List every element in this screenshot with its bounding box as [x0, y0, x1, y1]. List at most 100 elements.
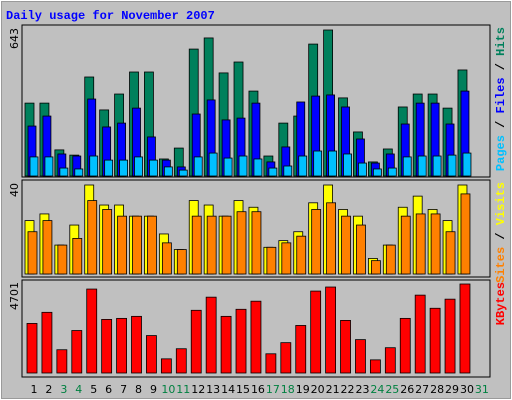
bar: [415, 213, 426, 275]
bar: [462, 152, 472, 177]
x-tick-label: 30: [460, 383, 474, 396]
x-tick-label: 23: [355, 383, 369, 396]
y-max-label: 643: [8, 28, 21, 49]
bar: [253, 158, 263, 177]
bar: [235, 308, 247, 374]
bar: [265, 353, 277, 374]
bar: [41, 311, 53, 374]
bar: [313, 150, 323, 177]
legend-separator: /: [494, 56, 508, 78]
legend-entry: Visits: [494, 182, 508, 225]
bar: [116, 317, 127, 374]
bar: [146, 335, 157, 374]
bar: [221, 215, 232, 275]
bar: [343, 153, 352, 177]
bar: [160, 358, 172, 374]
x-tick-label: 8: [135, 383, 142, 396]
bar: [311, 209, 322, 275]
bar: [161, 242, 172, 275]
x-tick-label: 9: [150, 383, 157, 396]
bar: [283, 165, 293, 177]
bar: [208, 152, 218, 177]
bar: [459, 283, 471, 374]
bar: [372, 168, 382, 177]
bar: [340, 320, 351, 374]
bar: [296, 235, 307, 275]
x-tick-label: 31: [475, 383, 489, 396]
y-max-label: 4701: [8, 282, 21, 310]
bar: [86, 288, 98, 374]
bar: [298, 155, 308, 177]
legend-entry: Files: [494, 77, 508, 113]
bar: [104, 159, 114, 177]
bar: [295, 325, 307, 374]
bar: [29, 156, 39, 177]
bar: [310, 290, 322, 374]
bar: [26, 323, 38, 374]
bar: [399, 317, 411, 374]
bar: [370, 260, 381, 275]
legend-separator: /: [494, 113, 508, 135]
legend-entry: Sites: [494, 247, 508, 283]
x-tick-label: 11: [176, 383, 190, 396]
bar: [206, 215, 217, 275]
x-tick-label: 20: [311, 383, 325, 396]
bar: [74, 168, 84, 177]
bar: [119, 159, 128, 177]
bar: [193, 156, 203, 177]
bar: [205, 296, 217, 374]
bar: [72, 237, 83, 275]
bar: [400, 215, 411, 275]
x-tick-label: 21: [326, 383, 340, 396]
x-tick-label: 27: [415, 383, 429, 396]
x-tick-label: 6: [105, 383, 112, 396]
x-tick-label: 12: [191, 383, 205, 396]
y-max-label: 40: [8, 183, 21, 197]
bar: [447, 154, 457, 177]
x-tick-label: 7: [120, 383, 127, 396]
bar: [191, 215, 202, 275]
bar: [102, 209, 113, 275]
x-tick-label: 13: [206, 383, 220, 396]
bar: [42, 220, 53, 275]
bar: [281, 242, 292, 275]
bar: [384, 347, 396, 374]
bar: [387, 167, 397, 177]
bar: [176, 249, 187, 275]
bar: [341, 215, 351, 275]
bar: [236, 211, 247, 275]
bar: [131, 315, 142, 374]
bar: [432, 155, 442, 177]
bar: [220, 315, 232, 374]
x-tick-label: 10: [161, 383, 175, 396]
bar: [251, 211, 262, 275]
bar: [460, 193, 471, 275]
bar: [56, 349, 68, 374]
bar: [178, 169, 188, 177]
bar: [27, 231, 38, 275]
bar: [149, 159, 158, 177]
chart-title: Daily usage for November 2007: [6, 9, 215, 23]
bar: [147, 215, 157, 275]
bar: [445, 231, 456, 275]
bar: [223, 157, 233, 177]
legend: Sites / Visits: [494, 182, 508, 283]
bar: [369, 359, 381, 374]
x-tick-label: 17: [266, 383, 280, 396]
bar: [325, 286, 337, 374]
x-tick-label: 24: [370, 383, 384, 396]
bar: [44, 156, 54, 177]
bar: [87, 200, 98, 275]
x-tick-label: 4: [75, 383, 82, 396]
legend-separator: /: [494, 225, 508, 247]
bar: [101, 319, 113, 374]
legend: KBytes: [494, 282, 508, 325]
bar: [57, 244, 68, 275]
bar: [89, 155, 99, 177]
bar: [385, 244, 396, 275]
legend: Pages / Files / Hits: [494, 27, 508, 171]
bar: [266, 246, 277, 275]
